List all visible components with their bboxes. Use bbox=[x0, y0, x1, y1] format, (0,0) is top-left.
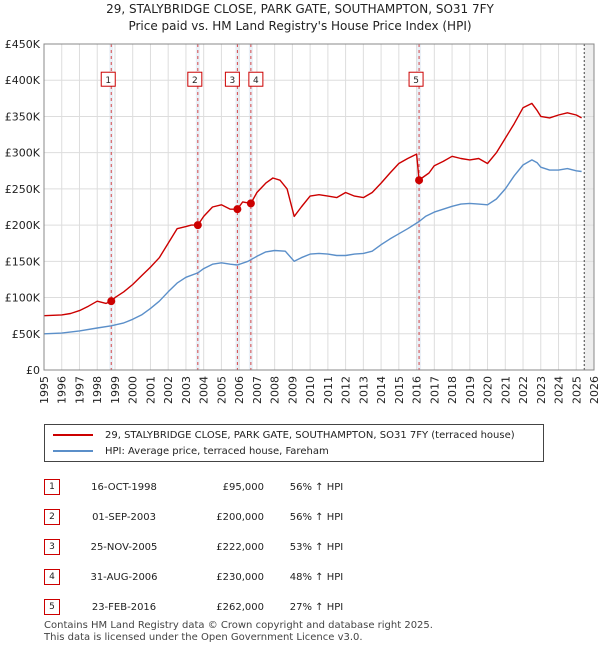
table-row: 4 31-AUG-2006 £230,000 48% ↑ HPI bbox=[44, 562, 369, 592]
x-tick-label: 2024 bbox=[553, 376, 566, 404]
x-tick-label: 2012 bbox=[340, 376, 353, 404]
x-tick-label: 2023 bbox=[535, 376, 548, 404]
x-tick-label: 2019 bbox=[464, 376, 477, 404]
x-tick-label: 2007 bbox=[251, 376, 264, 404]
x-tick-label: 2020 bbox=[482, 376, 495, 404]
y-tick-label: £150K bbox=[5, 255, 41, 268]
sale-point bbox=[415, 176, 424, 185]
x-tick-label: 1998 bbox=[91, 376, 104, 404]
y-tick-label: £50K bbox=[12, 328, 41, 341]
sale-badge-label: 3 bbox=[230, 76, 236, 86]
x-tick-label: 1995 bbox=[38, 376, 51, 404]
sale-badge-label: 1 bbox=[105, 76, 111, 86]
chart-title: 29, STALYBRIDGE CLOSE, PARK GATE, SOUTHA… bbox=[106, 2, 494, 16]
table-row: 1 16-OCT-1998 £95,000 56% ↑ HPI bbox=[44, 472, 369, 502]
sale-badge-box bbox=[224, 71, 240, 87]
sale-point bbox=[233, 205, 242, 214]
x-tick-label: 2002 bbox=[162, 376, 175, 404]
x-tick-label: 2004 bbox=[198, 376, 211, 404]
y-tick-label: £100K bbox=[5, 292, 41, 305]
sale-hpi: 48% ↑ HPI bbox=[289, 571, 344, 583]
sale-hpi: 56% ↑ HPI bbox=[289, 481, 344, 493]
sale-hpi: 53% ↑ HPI bbox=[289, 541, 344, 553]
transactions-table: 1 16-OCT-1998 £95,000 56% ↑ HPI 2 01-SEP… bbox=[44, 472, 369, 622]
x-tick-label: 2016 bbox=[411, 376, 424, 404]
x-tick-label: 2025 bbox=[570, 376, 583, 404]
x-tick-label: 2001 bbox=[144, 376, 157, 404]
x-tick-label: 2015 bbox=[393, 376, 406, 404]
x-tick-label: 2008 bbox=[269, 376, 282, 404]
plot-frame bbox=[43, 43, 595, 371]
sale-badge-label: 4 bbox=[253, 76, 259, 86]
x-tick-label: 2013 bbox=[357, 376, 370, 404]
x-tick-label: 1996 bbox=[56, 376, 69, 404]
sale-badge-box bbox=[248, 71, 264, 87]
table-row: 3 25-NOV-2005 £222,000 53% ↑ HPI bbox=[44, 532, 369, 562]
sale-point bbox=[107, 297, 116, 306]
x-tick-label: 2010 bbox=[304, 376, 317, 404]
y-tick-label: £300K bbox=[5, 147, 41, 160]
property-line bbox=[43, 102, 582, 317]
sale-hpi: 56% ↑ HPI bbox=[289, 511, 344, 523]
table-row: 2 01-SEP-2003 £200,000 56% ↑ HPI bbox=[44, 502, 369, 532]
sale-point bbox=[246, 199, 255, 208]
x-tick-label: 2017 bbox=[428, 376, 441, 404]
legend-label-hpi: HPI: Average price, terraced house, Fare… bbox=[105, 445, 329, 457]
sale-price: £200,000 bbox=[216, 511, 264, 523]
legend-label-property: 29, STALYBRIDGE CLOSE, PARK GATE, SOUTHA… bbox=[105, 429, 515, 441]
chart-subtitle: Price paid vs. HM Land Registry's House … bbox=[128, 19, 472, 33]
x-tick-label: 2005 bbox=[215, 376, 228, 404]
x-tick-label: 2000 bbox=[127, 376, 140, 404]
sale-badge-box bbox=[187, 71, 203, 87]
x-tick-label: 2011 bbox=[322, 376, 335, 404]
legend-line-property bbox=[53, 434, 93, 436]
x-tick-label: 2018 bbox=[446, 376, 459, 404]
footer-copyright: Contains HM Land Registry data © Crown c… bbox=[44, 620, 433, 631]
sale-date: 31-AUG-2006 bbox=[90, 571, 158, 583]
x-tick-label: 1999 bbox=[109, 376, 122, 404]
table-row: 5 23-FEB-2016 £262,000 27% ↑ HPI bbox=[44, 592, 369, 622]
sale-date: 01-SEP-2003 bbox=[92, 511, 156, 523]
legend-item-hpi: HPI: Average price, terraced house, Fare… bbox=[53, 443, 329, 459]
sale-hpi: 27% ↑ HPI bbox=[289, 601, 344, 613]
hpi-line bbox=[43, 159, 582, 335]
sale-badge-box bbox=[100, 71, 116, 87]
sale-price: £262,000 bbox=[216, 601, 264, 613]
x-tick-label: 2006 bbox=[233, 376, 246, 404]
sale-badge: 5 bbox=[44, 599, 60, 615]
x-tick-label: 2021 bbox=[499, 376, 512, 404]
sale-badge: 3 bbox=[44, 539, 60, 555]
sale-date: 23-FEB-2016 bbox=[91, 601, 157, 613]
sale-badge: 2 bbox=[44, 509, 60, 525]
legend: 29, STALYBRIDGE CLOSE, PARK GATE, SOUTHA… bbox=[44, 424, 544, 462]
forecast-area bbox=[584, 44, 594, 370]
sale-date: 16-OCT-1998 bbox=[91, 481, 157, 493]
x-tick-label: 2003 bbox=[180, 376, 193, 404]
y-tick-label: £400K bbox=[5, 74, 41, 87]
y-tick-label: £450K bbox=[5, 38, 41, 51]
legend-item-property: 29, STALYBRIDGE CLOSE, PARK GATE, SOUTHA… bbox=[53, 427, 515, 443]
sale-price: £222,000 bbox=[216, 541, 264, 553]
x-tick-label: 2014 bbox=[375, 376, 388, 404]
sale-badge-label: 5 bbox=[413, 76, 419, 86]
x-tick-label: 2009 bbox=[286, 376, 299, 404]
sale-point bbox=[193, 221, 202, 230]
sale-price: £95,000 bbox=[222, 481, 264, 493]
x-tick-label: 1997 bbox=[73, 376, 86, 404]
sale-badge: 1 bbox=[44, 479, 60, 495]
x-tick-label: 2026 bbox=[588, 376, 600, 404]
sale-badge-label: 2 bbox=[192, 76, 198, 86]
legend-line-hpi bbox=[53, 450, 93, 452]
sale-badge-box bbox=[408, 71, 424, 87]
y-tick-label: £0 bbox=[26, 364, 40, 377]
sale-badge: 4 bbox=[44, 569, 60, 585]
y-tick-label: £350K bbox=[5, 110, 41, 123]
y-tick-label: £200K bbox=[5, 219, 41, 232]
sale-price: £230,000 bbox=[216, 571, 264, 583]
footer-licence: This data is licensed under the Open Gov… bbox=[44, 632, 363, 643]
sale-date: 25-NOV-2005 bbox=[90, 541, 158, 553]
x-tick-label: 2022 bbox=[517, 376, 530, 404]
price-chart: £0 £50K £100K £150K £200K £250K £300K £350K £400… bbox=[5, 38, 600, 404]
y-tick-label: £250K bbox=[5, 183, 41, 196]
